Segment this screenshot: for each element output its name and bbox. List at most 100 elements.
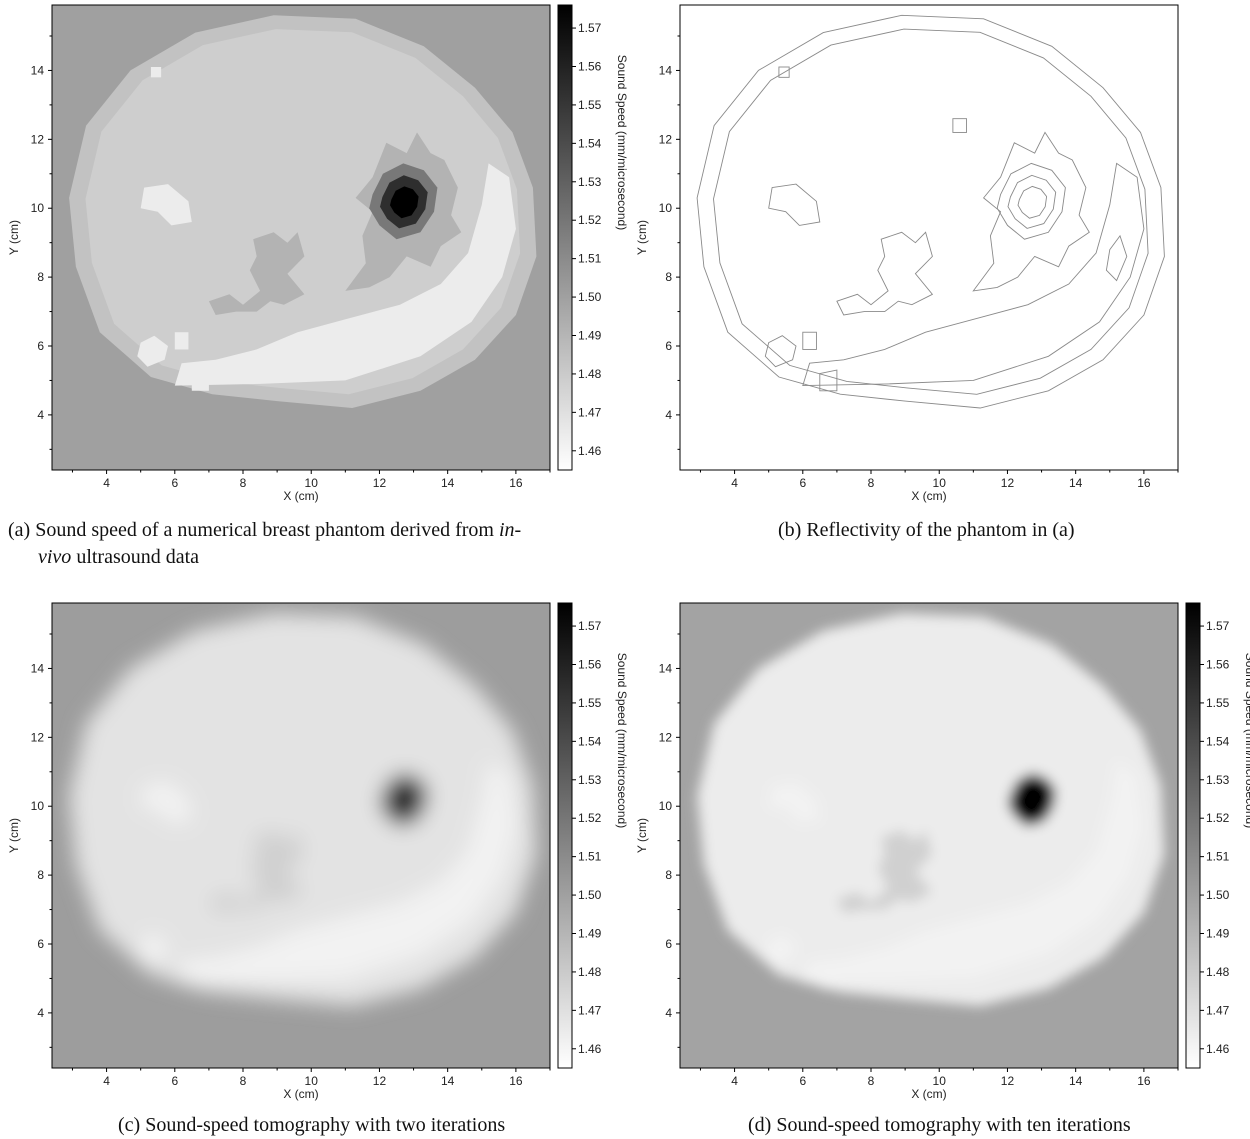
- y-tick-label: 10: [659, 799, 673, 813]
- x-tick-label: 8: [868, 1074, 875, 1088]
- colorbar-tick-label: 1.46: [578, 444, 602, 458]
- x-axis-label: X (cm): [911, 489, 946, 503]
- colorbar-tick-label: 1.49: [578, 328, 602, 342]
- fat-region: [191, 370, 209, 391]
- x-axis-label: X (cm): [283, 489, 318, 503]
- colorbar-tick-label: 1.47: [578, 1003, 602, 1017]
- colorbar-tick-label: 1.50: [1206, 888, 1230, 902]
- contour-line: [768, 183, 821, 226]
- caption-a-emph: in-: [498, 519, 522, 541]
- colorbar-tick-label: 1.53: [578, 175, 602, 189]
- x-tick-label: 10: [305, 1074, 319, 1088]
- x-axis-label: X (cm): [283, 1087, 318, 1101]
- x-tick-label: 4: [731, 476, 738, 490]
- heatmap-b: [680, 5, 1178, 470]
- plot-frame: [679, 602, 1179, 1069]
- y-tick-label: 8: [665, 868, 672, 882]
- contour-line: [819, 369, 838, 392]
- caption-b-text: (b) Reflectivity of the phantom in (a): [778, 519, 1075, 541]
- heatmap-d: [680, 603, 1178, 1068]
- contour-line: [802, 162, 1145, 387]
- contour-line: [713, 28, 1149, 395]
- colorbar-tick-label: 1.54: [1206, 734, 1230, 748]
- chart-a-svg: 4 6 8 10 12 14 16 4 6 8 10 12 14 X (cm) Y (cm) 1.46 1.47…: [7, 4, 629, 503]
- lesion-core: [390, 186, 419, 219]
- plot-frame: [51, 602, 551, 1069]
- colorbar-tick-label: 1.47: [1206, 1003, 1230, 1017]
- colorbar-tick-label: 1.48: [1206, 965, 1230, 979]
- tissue-layer: [69, 15, 537, 409]
- y-axis-label: Y (cm): [7, 220, 21, 255]
- y-tick-label: 8: [665, 270, 672, 284]
- y-tick-label: 12: [659, 132, 673, 146]
- colorbar-tick-label: 1.52: [1206, 811, 1230, 825]
- x-tick-label: 10: [305, 476, 319, 490]
- colorbar: [1185, 602, 1201, 1069]
- x-tick-label: 14: [1069, 476, 1083, 490]
- y-tick-label: 10: [659, 201, 673, 215]
- fat-region: [478, 235, 499, 281]
- fat-region: [174, 332, 189, 350]
- colorbar-tick-label: 1.57: [1206, 619, 1230, 633]
- dense-region: [208, 232, 305, 315]
- contour-line: [1007, 174, 1057, 229]
- colorbar-tick-label: 1.47: [578, 405, 602, 419]
- y-axis-label: Y (cm): [635, 818, 649, 853]
- panel-c: 4 6 8 10 12 14 16 4 6 8 10 12 14 X (cm) Y (cm) 1.46 1.47…: [0, 598, 640, 1108]
- x-tick-label: 8: [240, 476, 247, 490]
- colorbar-tick-label: 1.52: [578, 213, 602, 227]
- caption-a-line2-rest: ultrasound data: [71, 546, 200, 568]
- y-tick-label: 10: [31, 201, 45, 215]
- colorbar-tick-label: 1.50: [578, 888, 602, 902]
- lesion-core: [390, 784, 419, 817]
- x-tick-label: 16: [509, 476, 523, 490]
- y-tick-label: 6: [37, 937, 44, 951]
- colorbar-tick-label: 1.54: [578, 734, 602, 748]
- x-tick-label: 6: [171, 476, 178, 490]
- y-axis-label: Y (cm): [635, 220, 649, 255]
- y-tick-label: 14: [31, 63, 45, 77]
- colorbar-tick-label: 1.46: [578, 1042, 602, 1056]
- y-tick-label: 4: [665, 1006, 672, 1020]
- colorbar-tick-label: 1.57: [578, 21, 602, 35]
- colorbar-label: Sound Speed (mm/microsecond): [615, 55, 629, 230]
- x-tick-label: 12: [373, 1074, 387, 1088]
- x-tick-label: 6: [171, 1074, 178, 1088]
- colorbar-tick-label: 1.51: [1206, 850, 1230, 864]
- colorbar-tick-label: 1.49: [578, 926, 602, 940]
- x-tick-label: 16: [1137, 1074, 1151, 1088]
- fat-region: [819, 968, 837, 989]
- x-tick-label: 14: [441, 1074, 455, 1088]
- chart-b-svg: 4 6 8 10 12 14 16 4 6 8 10 12 14 X (cm) Y (cm): [635, 4, 1179, 503]
- y-tick-label: 6: [665, 937, 672, 951]
- contour-line: [836, 231, 934, 316]
- colorbar-tick-label: 1.50: [578, 290, 602, 304]
- x-tick-label: 12: [1001, 1074, 1015, 1088]
- fat-region: [478, 833, 499, 879]
- contour-line: [764, 335, 797, 368]
- colorbar-label: Sound Speed (mm/microsecond): [615, 653, 629, 828]
- caption-a: (a) Sound speed of a numerical breast ph…: [8, 517, 638, 571]
- plot-background: [680, 5, 1178, 470]
- lesion-core: [1018, 784, 1047, 817]
- colorbar-tick-label: 1.56: [578, 59, 602, 73]
- contour-line: [952, 118, 967, 133]
- y-tick-label: 4: [665, 408, 672, 422]
- x-tick-label: 16: [1137, 476, 1151, 490]
- y-tick-label: 12: [659, 730, 673, 744]
- colorbar-label: Sound Speed (mm/microsecond): [1243, 653, 1250, 828]
- fat-region: [150, 67, 162, 78]
- x-tick-label: 16: [509, 1074, 523, 1088]
- tissue-layer: [697, 613, 1165, 1006]
- dense-region: [208, 830, 305, 913]
- x-tick-label: 8: [868, 476, 875, 490]
- caption-d-text: (d) Sound-speed tomography with ten iter…: [748, 1114, 1131, 1136]
- heatmap-a: [52, 5, 550, 470]
- fat-region: [174, 163, 516, 386]
- panel-b: 4 6 8 10 12 14 16 4 6 8 10 12 14 X (cm) Y (cm): [628, 0, 1250, 510]
- y-tick-label: 10: [31, 799, 45, 813]
- caption-a-prefix: (a) Sound speed of a numerical breast ph…: [8, 519, 499, 541]
- y-tick-label: 4: [37, 1006, 44, 1020]
- colorbar-tick-label: 1.51: [578, 252, 602, 266]
- x-axis-label: X (cm): [911, 1087, 946, 1101]
